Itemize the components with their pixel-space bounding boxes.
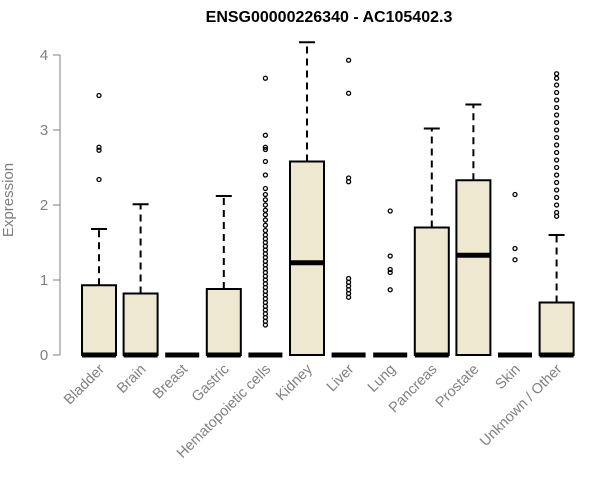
outlier-point [262, 158, 269, 165]
outlier-point [553, 157, 560, 163]
outlier-point [262, 197, 269, 203]
chart-title: ENSG00000226340 - AC105402.3 [206, 9, 453, 26]
outlier-point [553, 202, 560, 208]
box-series [81, 41, 575, 358]
outlier-point [512, 257, 518, 263]
outlier-point [262, 227, 269, 234]
x-tick-label: Bladder [61, 361, 108, 408]
y-tick-label: 0 [40, 347, 48, 364]
box-hematopoietic-cells [248, 75, 283, 358]
x-tick-label: Breast [150, 362, 191, 403]
box-body [122, 292, 159, 356]
outlier-point [553, 104, 560, 111]
x-tick-label: Liver [324, 361, 358, 395]
outlier-point [262, 144, 269, 150]
y-tick-label: 3 [40, 122, 48, 139]
outlier-point [553, 119, 560, 126]
outlier-point [553, 89, 560, 96]
outlier-point [262, 212, 269, 218]
box-kidney [289, 41, 325, 356]
outlier-point [512, 245, 518, 252]
y-tick-label: 2 [40, 197, 48, 214]
outlier-point [553, 213, 560, 219]
outlier-point [96, 176, 102, 183]
outlier-point [345, 179, 352, 185]
box-body [205, 288, 242, 356]
outlier-point [345, 57, 352, 63]
outlier-point [262, 217, 269, 223]
outlier-point [553, 179, 560, 186]
outlier-point [553, 172, 560, 178]
outlier-point [262, 172, 269, 178]
outlier-point [345, 90, 352, 96]
box-gastric [205, 195, 242, 358]
box-body [455, 179, 492, 356]
outlier-point [553, 82, 560, 88]
box-body [538, 301, 575, 356]
outlier-point [553, 134, 560, 141]
outlier-point [262, 75, 269, 81]
x-tick-label: Brain [114, 362, 149, 397]
outlier-point [387, 208, 393, 214]
outlier-point [96, 144, 102, 150]
x-tick-label: Skin [493, 362, 524, 393]
outlier-point [553, 127, 560, 133]
outlier-point [262, 322, 269, 328]
outlier-point [262, 207, 269, 213]
outlier-point [553, 164, 560, 171]
outlier-point [262, 146, 269, 153]
outlier-point [553, 97, 560, 103]
box-body [289, 160, 325, 356]
y-axis: 0 1 2 3 4 [40, 47, 61, 364]
y-tick-label: 4 [40, 47, 48, 64]
box-pancreas [413, 127, 450, 358]
outlier-point [262, 222, 269, 228]
box-body [413, 226, 450, 356]
outlier-point [262, 202, 269, 208]
outlier-point [387, 253, 393, 259]
outlier-point [387, 269, 393, 276]
outlier-point [262, 132, 269, 138]
x-tick-label: Prostate [433, 362, 482, 411]
outlier-point [553, 71, 560, 77]
box-skin [498, 191, 532, 358]
box-liver [331, 57, 366, 358]
box-body [81, 284, 117, 356]
box-prostate [455, 103, 492, 356]
box-bladder [81, 92, 117, 358]
outlier-point [553, 75, 560, 81]
outlier-point [387, 287, 393, 293]
outlier-point [262, 185, 269, 192]
outlier-point [262, 191, 269, 198]
outlier-point [553, 194, 560, 201]
outlier-point [345, 294, 352, 300]
x-tick-label: Kidney [273, 361, 316, 404]
x-tick-label: Lung [365, 362, 399, 396]
y-axis-label: Expression [0, 163, 17, 237]
outlier-point [553, 142, 560, 148]
outlier-point [553, 187, 560, 193]
outlier-point [387, 266, 393, 273]
outlier-point [553, 149, 560, 156]
box-lung [373, 208, 408, 358]
box-unknown-other [538, 71, 575, 358]
box-brain [122, 203, 159, 358]
y-tick-label: 1 [40, 272, 48, 289]
outlier-point [553, 112, 560, 118]
outlier-point [96, 92, 102, 99]
outlier-point [512, 191, 518, 198]
outlier-point [96, 147, 102, 153]
